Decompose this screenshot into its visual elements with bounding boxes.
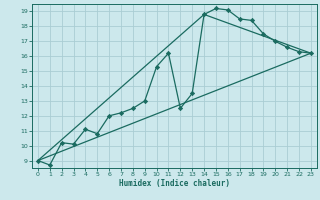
X-axis label: Humidex (Indice chaleur): Humidex (Indice chaleur) (119, 179, 230, 188)
